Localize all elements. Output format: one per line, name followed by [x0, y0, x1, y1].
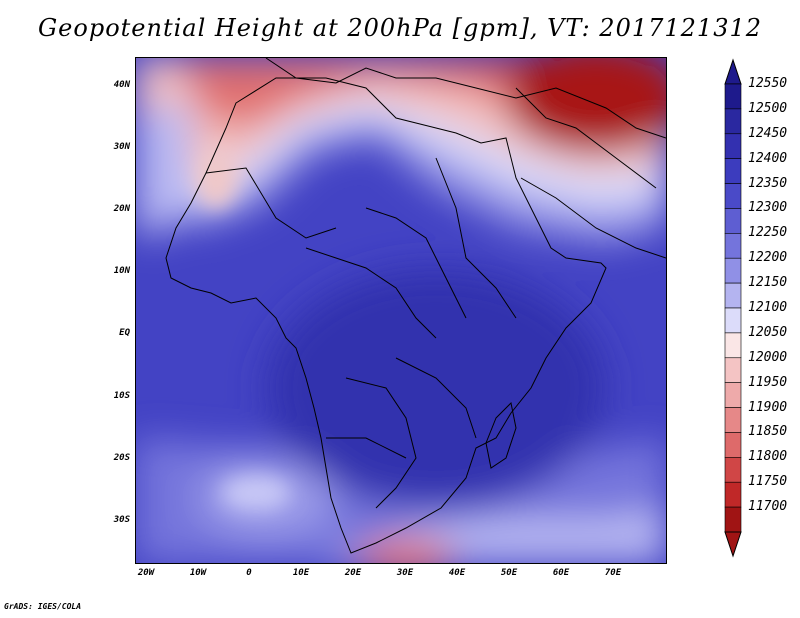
- lat-label-10n: 10N: [113, 266, 130, 276]
- colorbar-label: 11800: [748, 449, 788, 465]
- colorbar-label: 11900: [748, 399, 788, 415]
- colorbar-cell: [724, 332, 742, 359]
- lon-label-50e: 50E: [500, 568, 518, 578]
- map-panel: [135, 57, 667, 564]
- height-field-map: [136, 58, 666, 563]
- lat-label-20n: 20N: [113, 204, 130, 214]
- colorbar-cell: [724, 183, 742, 209]
- lon-label-0: 0: [246, 568, 252, 578]
- colorbar-bottom-arrow: [724, 531, 742, 558]
- colorbar-label: 12050: [748, 324, 788, 340]
- lat-label-10s: 10S: [113, 391, 130, 401]
- lon-label-40e: 40E: [448, 568, 466, 578]
- colorbar-cell: [724, 282, 742, 309]
- colorbar: [724, 58, 742, 558]
- colorbar-cell: [724, 208, 742, 234]
- lon-label-20e: 20E: [344, 568, 362, 578]
- coastlines: [165, 58, 666, 554]
- colorbar-cell: [724, 357, 742, 383]
- colorbar-label: 12500: [748, 100, 788, 116]
- colorbar-label: 11700: [748, 499, 788, 515]
- lat-label-30s: 30S: [113, 515, 130, 525]
- lon-label-20w: 20W: [137, 568, 155, 578]
- colorbar-cell: [724, 307, 742, 334]
- colorbar-cell: [724, 108, 742, 135]
- lon-label-30e: 30E: [396, 568, 414, 578]
- lat-label-eq: EQ: [119, 328, 130, 338]
- colorbar-cell: [724, 457, 742, 483]
- colorbar-cell: [724, 481, 742, 508]
- colorbar-cell: [724, 382, 742, 408]
- lon-label-60e: 60E: [552, 568, 570, 578]
- colorbar-label: 11750: [748, 474, 788, 490]
- lon-label-70e: 70E: [604, 568, 622, 578]
- colorbar-label: 12300: [748, 200, 788, 216]
- colorbar-cell: [724, 407, 742, 433]
- colorbar-label: 12200: [748, 250, 788, 266]
- colorbar-label: 12550: [748, 76, 788, 91]
- colorbar-cell: [724, 158, 742, 184]
- colorbar-cell: [724, 506, 742, 533]
- grads-credit: GrADS: IGES/COLA: [4, 602, 82, 611]
- colorbar-label: 12350: [748, 175, 788, 191]
- colorbar-label: 12450: [748, 125, 788, 141]
- lat-label-20s: 20S: [113, 453, 130, 463]
- lon-label-10w: 10W: [189, 568, 207, 578]
- colorbar-label: 12100: [748, 300, 788, 315]
- colorbar-cell: [724, 233, 742, 259]
- colorbar-cells: [724, 83, 742, 533]
- colorbar-label: 12150: [748, 275, 788, 291]
- colorbar-label: 12400: [748, 150, 788, 166]
- colorbar-top-arrow: [724, 58, 742, 85]
- colorbar-cell: [724, 83, 742, 110]
- colorbar-label: 12250: [748, 225, 788, 241]
- colorbar-cell: [724, 432, 742, 458]
- colorbar-cell: [724, 133, 742, 159]
- colorbar-label: 12000: [748, 349, 788, 365]
- colorbar-label: 11850: [748, 424, 788, 440]
- colorbar-cell: [724, 257, 742, 284]
- lon-label-10e: 10E: [292, 568, 310, 578]
- lat-label-30n: 30N: [113, 142, 130, 152]
- colorbar-label: 11950: [748, 374, 788, 390]
- chart-title: Geopotential Height at 200hPa [gpm], VT:…: [38, 14, 762, 42]
- lat-label-40n: 40N: [113, 80, 130, 90]
